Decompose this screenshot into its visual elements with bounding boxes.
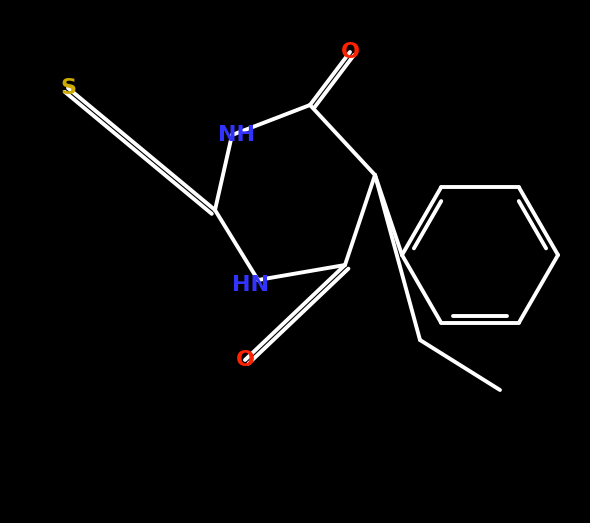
Text: O: O <box>235 350 254 370</box>
Text: O: O <box>340 42 359 62</box>
Text: NH: NH <box>218 125 255 145</box>
Text: HN: HN <box>231 275 268 295</box>
Text: S: S <box>60 78 76 98</box>
